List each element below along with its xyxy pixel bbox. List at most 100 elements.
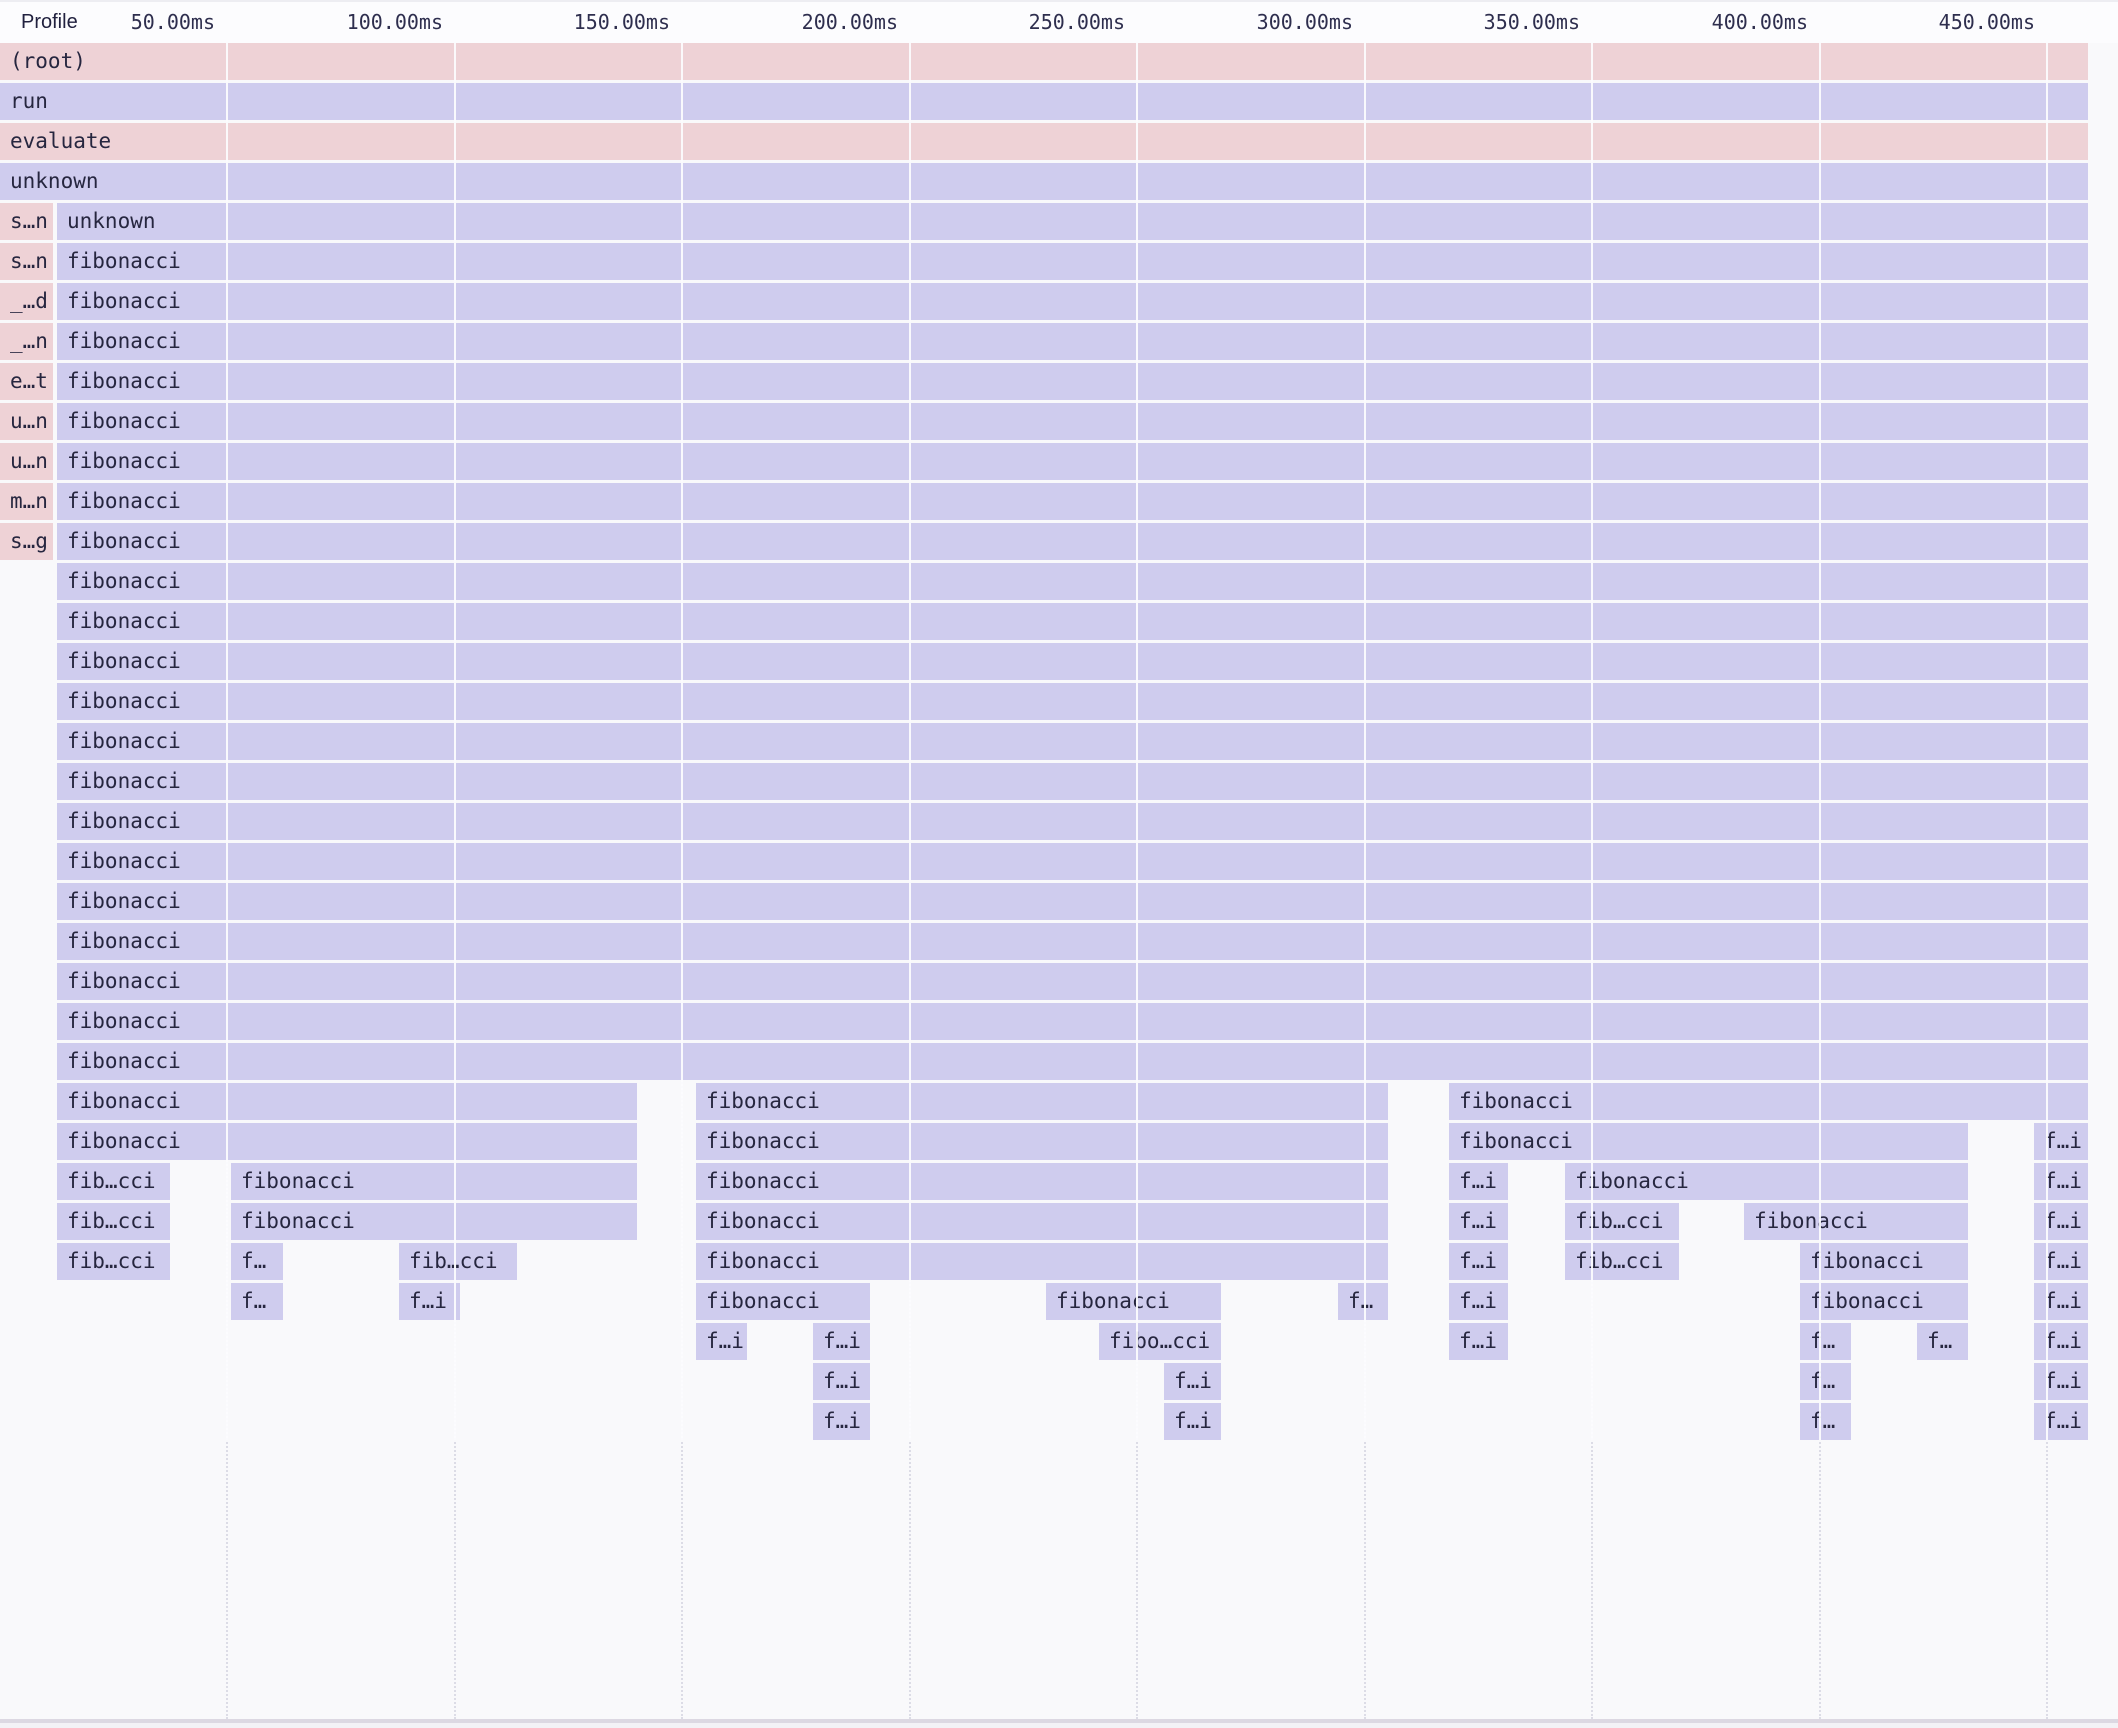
frame-bar[interactable]: f… [1917,1323,1968,1360]
frame-bar[interactable]: s…n [0,203,53,240]
frame-bar[interactable]: (root) [0,43,2088,80]
frame-bar[interactable]: fibonacci [696,1123,1388,1160]
frame-bar[interactable]: unknown [0,163,2088,200]
frame-bar[interactable]: f…i [813,1403,870,1440]
frame-bar[interactable]: f… [1800,1363,1851,1400]
frame-bar[interactable]: fibonacci [57,603,2088,640]
frame-bar[interactable]: m…n [0,483,53,520]
frame-bar[interactable]: fib…cci [1565,1203,1679,1240]
frame-bar[interactable]: fibonacci [57,403,2088,440]
frame-bar[interactable]: f…i [2034,1323,2088,1360]
frame-bar[interactable]: fibonacci [57,283,2088,320]
frame-bar[interactable]: fibonacci [57,643,2088,680]
frame-bar[interactable]: fibonacci [57,483,2088,520]
frame-bar[interactable]: fibonacci [57,683,2088,720]
gridline-over-bars [1591,43,1593,1440]
frame-bar[interactable]: fibonacci [57,1083,637,1120]
frame-bar[interactable]: f…i [2034,1363,2088,1400]
frame-bar[interactable]: f…i [813,1323,870,1360]
frame-bar[interactable]: fibonacci [57,1123,637,1160]
frame-bar[interactable]: f… [231,1243,283,1280]
frame-bar[interactable]: f…i [2034,1123,2088,1160]
frame-bar[interactable]: run [0,83,2088,120]
frame-bar[interactable]: f…i [696,1323,747,1360]
frame-bar[interactable]: fibonacci [57,803,2088,840]
frame-bar[interactable]: fib…cci [1565,1243,1679,1280]
frame-bar[interactable]: fibonacci [57,563,2088,600]
frame-bar[interactable]: f… [1800,1323,1851,1360]
frame-bar[interactable]: f…i [1449,1323,1508,1360]
frame-bar[interactable]: fib…cci [399,1243,517,1280]
frame-bar[interactable]: f…i [1449,1163,1508,1200]
frame-bar[interactable]: s…g [0,523,53,560]
frame-bar[interactable]: fibonacci [57,923,2088,960]
frame-bar[interactable]: fib…cci [57,1203,170,1240]
frame-bar[interactable]: f…i [1449,1203,1508,1240]
frame-bar[interactable]: f…i [1449,1243,1508,1280]
frame-bar[interactable]: fibonacci [231,1203,637,1240]
frame-bar[interactable]: _…d [0,283,53,320]
time-tick-label: 100.00ms [346,10,443,34]
frame-bar[interactable]: f…i [813,1363,870,1400]
frame-bar[interactable]: fibonacci [1800,1243,1968,1280]
frame-bar[interactable]: f…i [1164,1363,1221,1400]
frame-bar[interactable]: u…n [0,403,53,440]
frame-bar[interactable]: fibonacci [57,523,2088,560]
frame-bar[interactable]: f… [1800,1403,1851,1440]
gridline-over-bars [909,43,911,1440]
frame-bar[interactable]: fibonacci [57,323,2088,360]
frame-bar[interactable]: fibonacci [1449,1123,1968,1160]
frame-bar[interactable]: f…i [2034,1403,2088,1440]
frame-bar[interactable]: fibonacci [696,1283,870,1320]
frame-bar[interactable]: fibonacci [696,1083,1388,1120]
gridline-over-bars [2046,43,2048,1440]
frame-bar[interactable]: e…t [0,363,53,400]
frame-bar[interactable]: fibonacci [696,1163,1388,1200]
frame-bar[interactable]: f…i [2034,1243,2088,1280]
time-tick-label: 150.00ms [573,10,670,34]
frame-bar[interactable]: f…i [2034,1203,2088,1240]
frame-bar[interactable]: f…i [1164,1403,1221,1440]
gridline-over-bars [1136,43,1138,1440]
frame-bar[interactable]: fibonacci [57,443,2088,480]
frame-bar[interactable]: fibonacci [57,243,2088,280]
frame-bar[interactable]: unknown [57,203,2088,240]
frame-bar[interactable]: fibonacci [1046,1283,1221,1320]
frame-bar[interactable]: fibonacci [57,363,2088,400]
frame-bar[interactable]: s…n [0,243,53,280]
gridline-over-bars [681,43,683,1440]
time-tick-label: 50.00ms [130,10,215,34]
frame-bar[interactable]: fib…cci [57,1243,170,1280]
frame-bar[interactable]: evaluate [0,123,2088,160]
frame-bar[interactable]: fibonacci [231,1163,637,1200]
time-tick-label: 200.00ms [801,10,898,34]
frame-bar[interactable]: f… [231,1283,283,1320]
frame-bar[interactable]: fibonacci [1744,1203,1968,1240]
frame-bar[interactable]: _…n [0,323,53,360]
frame-bar[interactable]: fibonacci [57,723,2088,760]
frame-bar[interactable]: fibonacci [1565,1163,1968,1200]
frame-bar[interactable]: fibo…cci [1099,1323,1221,1360]
frame-bar[interactable]: f…i [399,1283,460,1320]
time-tick-label: 350.00ms [1483,10,1580,34]
time-tick-label: 400.00ms [1711,10,1808,34]
frame-bar[interactable]: fib…cci [57,1163,170,1200]
frame-bar[interactable]: fibonacci [1449,1083,2088,1120]
gridline-over-bars [226,43,228,1440]
frame-bar[interactable]: fibonacci [57,883,2088,920]
frame-bar[interactable]: fibonacci [57,1043,2088,1080]
frame-bar[interactable]: fibonacci [1800,1283,1968,1320]
frame-bar[interactable]: u…n [0,443,53,480]
frame-bar[interactable]: fibonacci [57,963,2088,1000]
frame-bar[interactable]: fibonacci [57,843,2088,880]
bottom-border-underlay [0,1723,2118,1728]
frame-bar[interactable]: f…i [1449,1283,1508,1320]
frame-bar[interactable]: f…i [2034,1163,2088,1200]
frame-bar[interactable]: f…i [2034,1283,2088,1320]
frame-bar[interactable]: f… [1338,1283,1388,1320]
frame-bar[interactable]: fibonacci [696,1243,1388,1280]
frame-bar[interactable]: fibonacci [57,1003,2088,1040]
frame-bar[interactable]: fibonacci [57,763,2088,800]
frame-bar[interactable]: fibonacci [696,1203,1388,1240]
